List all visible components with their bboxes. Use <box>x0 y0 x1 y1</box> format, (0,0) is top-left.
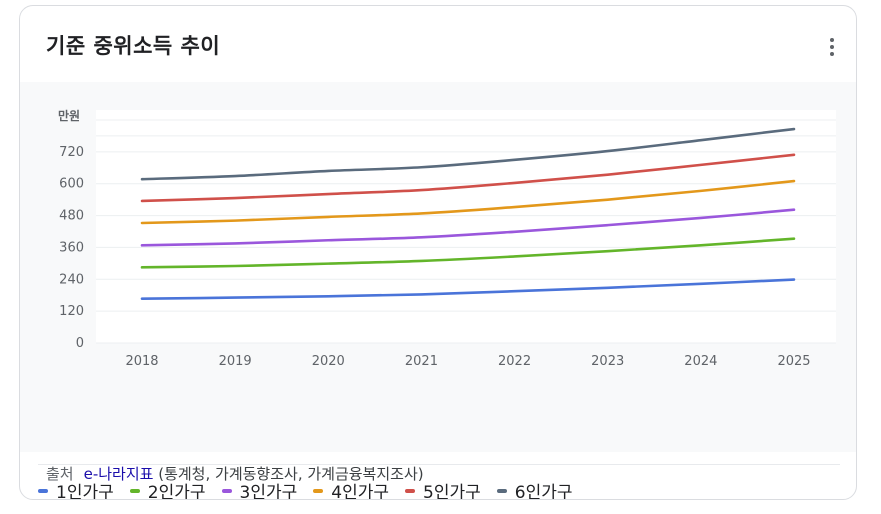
y-tick-label: 360 <box>59 240 84 255</box>
legend-divider <box>38 464 840 465</box>
series-line-1[interactable] <box>140 278 796 300</box>
legend-swatch <box>221 488 232 493</box>
y-tick-label: 120 <box>59 304 84 319</box>
legend-swatch <box>405 488 415 493</box>
legend-swatch <box>496 488 507 493</box>
source-label: 출처 <box>46 465 74 483</box>
x-tick-label: 2025 <box>777 354 810 369</box>
y-tick-label: 480 <box>59 209 84 224</box>
x-tick-label: 2024 <box>684 354 717 369</box>
legend-label: 3인가구 <box>239 483 298 500</box>
series-line-2[interactable] <box>140 237 796 269</box>
x-tick-label: 2022 <box>498 354 531 369</box>
legend-label: 6인가구 <box>514 483 573 500</box>
legend-item-4[interactable]: 4인가구 <box>313 478 389 500</box>
legend-swatch <box>313 488 324 493</box>
legend-label: 5인가구 <box>423 483 481 500</box>
x-tick-label: 2018 <box>125 354 158 369</box>
y-tick-label: 0 <box>76 336 84 351</box>
line-chart: 만원 0 120 240 360 480 600 720 2018 2019 2020 2021 202… <box>58 108 836 369</box>
more-options-icon[interactable] <box>824 36 840 58</box>
legend-label: 4인가구 <box>331 483 389 500</box>
legend-item-5[interactable]: 5인가구 <box>405 478 481 500</box>
y-tick-label: 720 <box>59 145 84 160</box>
source-detail: (통계청, 가계동향조사, 가계금융복지조사) <box>158 465 424 483</box>
legend-item-1[interactable]: 1인가구 <box>38 478 114 500</box>
chart-panel: 만원 0 120 240 360 480 600 720 2018 2019 2020 2021 202… <box>20 82 856 499</box>
legend-label: 1인가구 <box>56 483 114 500</box>
series-line-3[interactable] <box>140 208 796 247</box>
y-tick-label: 600 <box>59 177 84 192</box>
y-axis-label: 만원 <box>58 108 80 123</box>
series-line-6[interactable] <box>140 127 796 181</box>
x-tick-label: 2019 <box>219 354 252 369</box>
source-line: 출처 e-나라지표 (통계청, 가계동향조사, 가계금융복지조사) <box>46 463 424 484</box>
legend-label: 2인가구 <box>147 483 206 500</box>
series-line-4[interactable] <box>140 179 796 225</box>
legend-swatch <box>38 488 48 493</box>
legend-item-2[interactable]: 2인가구 <box>129 478 206 500</box>
legend-item-3[interactable]: 3인가구 <box>221 478 298 500</box>
source-link[interactable]: e-나라지표 <box>83 465 154 483</box>
card-title: 기준 중위소득 추이 <box>46 34 221 58</box>
x-tick-label: 2021 <box>405 354 438 369</box>
legend-swatch <box>129 488 140 493</box>
x-tick-label: 2020 <box>312 354 345 369</box>
y-tick-label: 240 <box>59 272 84 287</box>
legend-item-6[interactable]: 6인가구 <box>496 478 573 500</box>
series-line-5[interactable] <box>140 153 796 203</box>
chart-legend: 1인가구 2인가구 3인가구 4인가구 5인가구 6인가구 <box>38 478 589 500</box>
median-income-card: 기준 중위소득 추이 만원 0 120 240 360 480 600 720 2018 2019… <box>19 5 857 500</box>
plot-area <box>96 110 836 343</box>
x-tick-label: 2023 <box>591 354 624 369</box>
